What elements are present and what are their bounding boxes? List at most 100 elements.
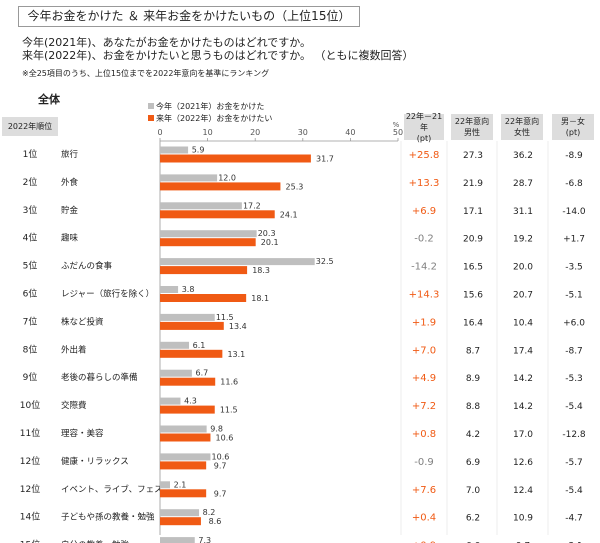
question-2021: 今年(2021年)、あなたがお金をかけたものはどれですか。 [22, 36, 312, 49]
bar-2021-value: 7.3 [198, 536, 211, 543]
category-label: 子どもや孫の教養・勉強 [61, 512, 155, 523]
bar-2022-value: 9.7 [214, 461, 227, 470]
gap-value: -8.9 [565, 151, 583, 161]
male-value: 8.7 [466, 346, 480, 356]
bar-2021-value: 10.6 [212, 452, 230, 461]
rank-label: 8位 [23, 343, 38, 355]
female-value: 20.0 [513, 263, 533, 273]
bar-2021-value: 3.8 [182, 285, 195, 294]
female-value: 14.2 [513, 374, 533, 384]
diff-column-header: 22年－21年 (pt) [404, 111, 444, 143]
male-value: 7.0 [466, 486, 481, 496]
diff-header-line1: 22年－21年 [405, 111, 443, 132]
male-value: 16.4 [463, 318, 483, 328]
bar-2021-value: 4.3 [184, 397, 197, 406]
legend-label-2022: 来年（2022年）お金をかけたい [156, 114, 273, 123]
category-label: 貯金 [61, 205, 79, 216]
male-value: 6.9 [466, 458, 481, 468]
bar-2021 [160, 453, 211, 461]
gap-value: -4.7 [565, 514, 583, 524]
ranking-note: ※全25項目のうち、上位15位までを2022年意向を基準にランキング [22, 69, 270, 78]
female-value: 12.4 [513, 486, 533, 496]
diff-value: -0.9 [414, 457, 434, 468]
bar-2022-value: 11.5 [220, 406, 238, 415]
bar-2022 [160, 349, 223, 358]
category-label: 健康・リラックス [61, 456, 129, 467]
x-tick-label: 0 [157, 128, 162, 137]
gap-value: -6.8 [565, 179, 583, 189]
bar-2021-value: 32.5 [316, 257, 334, 266]
category-label: 株など投資 [61, 316, 104, 327]
bar-2022-value: 24.1 [280, 210, 298, 219]
rank-label: 6位 [23, 288, 38, 300]
gap-value: -3.1 [565, 542, 583, 543]
diff-value: +4.9 [412, 373, 436, 384]
x-tick-label: 50 [393, 128, 403, 137]
female-value: 19.2 [513, 235, 533, 245]
bar-2022-value: 11.6 [220, 378, 238, 387]
rank-column-header: 2022年順位 [2, 117, 58, 136]
female-value: 14.2 [513, 402, 533, 412]
bar-2022 [160, 294, 247, 302]
category-label: 趣味 [61, 233, 79, 244]
gap-value: -3.5 [565, 263, 583, 273]
question-2022: 来年(2022年)、お金をかけたいと思うものはどれですか。 （ともに複数回答） [22, 49, 414, 62]
bar-2021 [160, 174, 218, 182]
male-value: 21.9 [463, 179, 483, 189]
section-label: 全体 [38, 93, 60, 106]
rank-label: 1位 [23, 148, 38, 160]
gap-value: -5.4 [565, 486, 583, 496]
legend-label-2021: 今年（2021年）お金をかけた [156, 102, 265, 111]
category-label: イベント、ライブ、フェス [61, 484, 163, 495]
female-value: 28.7 [513, 179, 533, 189]
legend-2022: 来年（2022年）お金をかけたい [148, 114, 272, 124]
category-label: 理容・美容 [61, 428, 104, 439]
bar-2021-value: 2.1 [174, 480, 187, 489]
category-label: 老後の暮らしの準備 [61, 372, 138, 383]
male-header-line2: 男性 [464, 128, 480, 137]
bar-2021 [160, 369, 192, 377]
diff-value: +7.2 [412, 401, 436, 412]
bar-2021-value: 11.5 [216, 313, 234, 322]
bar-2022-value: 18.3 [252, 266, 270, 275]
diff-value: +13.3 [409, 178, 440, 189]
category-label: 旅行 [61, 149, 79, 160]
rank-label: 12位 [20, 483, 40, 495]
diff-value: -14.2 [411, 262, 437, 273]
bar-2021-value: 12.0 [218, 173, 236, 182]
bar-2021 [160, 258, 315, 266]
bar-2022 [160, 210, 275, 219]
bar-2022 [160, 238, 256, 247]
bar-2022 [160, 182, 281, 191]
category-label: 交際費 [61, 400, 87, 411]
diff-value: +7.6 [412, 485, 436, 496]
female-value: 17.0 [513, 430, 533, 440]
bar-2021-value: 6.1 [193, 341, 206, 350]
bar-2022-value: 10.6 [216, 434, 234, 443]
rank-label: 9位 [23, 371, 38, 383]
male-value: 6.6 [466, 542, 481, 543]
bar-2021 [160, 397, 181, 405]
bar-2022-value: 25.3 [286, 182, 304, 191]
male-value: 16.5 [463, 263, 483, 273]
rank-label: 15位 [20, 539, 40, 543]
bar-2022 [160, 489, 207, 498]
female-value: 9.7 [516, 542, 530, 543]
bar-2021 [160, 341, 190, 349]
male-value: 8.8 [466, 402, 481, 412]
female-header-line1: 22年意向 [504, 117, 540, 126]
male-value: 8.9 [466, 374, 481, 384]
male-value: 6.2 [466, 514, 480, 524]
bar-2022-value: 31.7 [316, 155, 334, 164]
bar-2021-value: 9.8 [210, 425, 223, 434]
category-label: ふだんの食事 [61, 261, 113, 272]
diff-header-line2: (pt) [416, 133, 432, 143]
male-value: 4.2 [466, 430, 480, 440]
gap-value: +6.0 [563, 318, 585, 328]
bar-2021 [160, 313, 215, 321]
x-tick-label: 30 [298, 128, 308, 137]
female-value: 10.9 [513, 514, 533, 524]
bar-2022-value: 13.4 [229, 322, 247, 331]
male-value: 20.9 [463, 235, 483, 245]
